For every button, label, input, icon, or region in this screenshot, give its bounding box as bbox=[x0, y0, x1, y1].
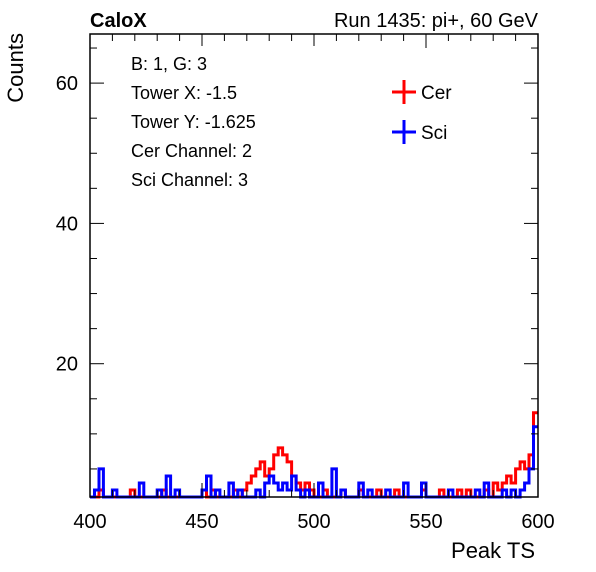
header-left-label: CaloX bbox=[90, 10, 147, 32]
x-tick-label: 600 bbox=[521, 511, 554, 533]
info-line: Sci Channel: 3 bbox=[131, 170, 248, 190]
info-line: B: 1, G: 3 bbox=[131, 54, 207, 74]
legend-label: Sci bbox=[421, 123, 447, 144]
x-tick-label: 500 bbox=[297, 511, 330, 533]
info-line: Cer Channel: 2 bbox=[131, 141, 252, 161]
info-box-background bbox=[120, 46, 360, 200]
axes: 400 450 500 550 600 20 40 60 bbox=[56, 33, 555, 533]
legend-entry-cer: Cer bbox=[392, 80, 452, 104]
y-tick-label: 60 bbox=[56, 73, 78, 95]
legend: Cer Sci bbox=[392, 80, 452, 144]
legend-entry-sci: Sci bbox=[392, 120, 447, 144]
y-axis-title: Counts bbox=[3, 33, 28, 103]
info-box: B: 1, G: 3 Tower X: -1.5 Tower Y: -1.625 Ce… bbox=[120, 46, 360, 200]
y-tick-label: 40 bbox=[56, 213, 78, 235]
x-tick-label: 450 bbox=[185, 511, 218, 533]
header-right-label: Run 1435: pi+, 60 GeV bbox=[334, 10, 539, 32]
x-axis-title: Peak TS bbox=[451, 538, 535, 563]
info-line: Tower Y: -1.625 bbox=[131, 112, 256, 132]
y-tick-label: 20 bbox=[56, 354, 78, 376]
x-tick-label: 550 bbox=[409, 511, 442, 533]
legend-label: Cer bbox=[421, 83, 452, 104]
info-line: Tower X: -1.5 bbox=[131, 83, 237, 103]
x-tick-label: 400 bbox=[73, 511, 106, 533]
